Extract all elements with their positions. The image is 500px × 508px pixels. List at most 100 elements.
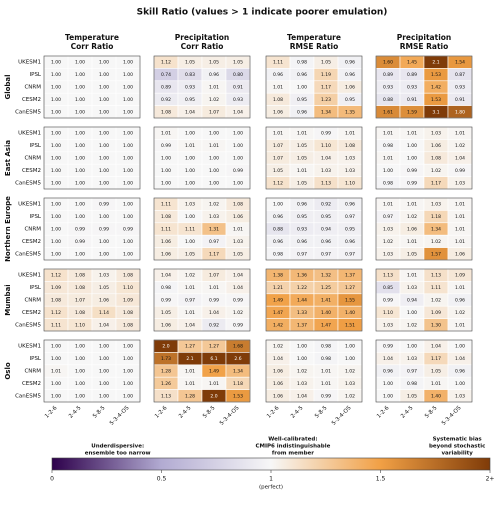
cell-label: 1.51: [345, 322, 355, 328]
cell-label: 1.00: [75, 85, 85, 91]
cell-label: 0.98: [161, 285, 171, 291]
cell-label: 0.94: [321, 227, 331, 233]
colorbar-annotation: Underdispersive:: [91, 444, 144, 450]
cell-label: 1.00: [209, 131, 219, 137]
cell-label: 1.01: [185, 381, 195, 387]
cell-label: 1.04: [273, 356, 283, 362]
cell-label: 1.00: [51, 156, 61, 162]
cell-label: 1.18: [431, 214, 441, 220]
cell-label: 1.05: [321, 60, 331, 66]
cell-label: 0.94: [407, 298, 417, 304]
panel-frame: [43, 197, 141, 261]
cell-label: 1.00: [123, 180, 133, 186]
cell-label: 1.00: [51, 143, 61, 149]
cell-label: 1.07: [75, 298, 85, 304]
colorbar-tick-label: 0: [50, 476, 54, 483]
cell-label: 0.99: [233, 168, 243, 174]
x-tick-label: 1-2-6: [44, 405, 59, 420]
cell-label: 1.07: [209, 273, 219, 279]
cell-label: 1.02: [383, 239, 393, 245]
cell-label: 0.93: [407, 85, 417, 91]
cell-label: 1.03: [345, 168, 355, 174]
cell-label: 1.05: [273, 168, 283, 174]
cell-label: 1.00: [383, 168, 393, 174]
colorbar-tick-label: 0.5: [157, 476, 167, 483]
cell-label: 1.19: [321, 72, 331, 78]
cell-label: 0.91: [407, 97, 417, 103]
cell-label: 0.95: [297, 214, 307, 220]
cell-label: 1.01: [297, 131, 307, 137]
cell-label: 0.99: [455, 168, 465, 174]
model-label: IPSL: [30, 356, 42, 362]
cell-label: 1.08: [345, 143, 355, 149]
panel-frame: [375, 126, 473, 190]
cell-label: 1.05: [407, 393, 417, 399]
cell-label: 1.08: [51, 298, 61, 304]
cell-label: 1.03: [321, 168, 331, 174]
cell-label: 1.00: [233, 156, 243, 162]
cell-label: 1.59: [407, 109, 417, 115]
cell-label: 0.95: [297, 97, 307, 103]
cell-label: 1.00: [99, 393, 109, 399]
cell-label: 1.06: [161, 251, 171, 257]
cell-label: 1.00: [75, 97, 85, 103]
cell-label: 1.00: [123, 214, 133, 220]
cell-label: 1.37: [297, 322, 307, 328]
cell-label: 1.04: [383, 356, 393, 362]
x-tick-label: 1-2-6: [154, 405, 169, 420]
cell-label: 0.80: [233, 72, 243, 78]
cell-label: 1.00: [123, 356, 133, 362]
cell-label: 0.88: [383, 97, 393, 103]
cell-label: 1.00: [123, 369, 133, 375]
cell-label: 1.01: [407, 131, 417, 137]
cell-label: 0.96: [455, 369, 465, 375]
model-label: CESM2: [22, 381, 41, 387]
cell-label: 1.34: [321, 109, 331, 115]
cell-label: 1.12: [51, 310, 61, 316]
cell-label: 0.99: [233, 298, 243, 304]
cell-label: 1.00: [51, 251, 61, 257]
cell-label: 1.03: [407, 285, 417, 291]
cell-label: 1.05: [297, 156, 307, 162]
cell-label: 1.11: [431, 285, 441, 291]
cell-label: 0.96: [273, 214, 283, 220]
cell-label: 1.02: [209, 202, 219, 208]
cell-label: 1.28: [161, 369, 171, 375]
model-label: CanESM5: [15, 180, 41, 186]
cell-label: 1.06: [99, 298, 109, 304]
cell-label: 0.99: [99, 227, 109, 233]
cell-label: 0.98: [321, 356, 331, 362]
cell-label: 1.44: [297, 298, 307, 304]
cell-label: 1.00: [51, 85, 61, 91]
cell-label: 1.03: [99, 273, 109, 279]
panel-frame: [153, 55, 251, 119]
cell-label: 1.01: [407, 202, 417, 208]
cell-label: 1.00: [75, 344, 85, 350]
cell-label: 1.00: [51, 214, 61, 220]
cell-label: 1.00: [297, 344, 307, 350]
cell-label: 1.27: [345, 285, 355, 291]
cell-label: 1.00: [209, 156, 219, 162]
cell-label: 1.02: [407, 214, 417, 220]
cell-label: 1.00: [185, 239, 195, 245]
cell-label: 0.93: [185, 85, 195, 91]
cell-label: 1.00: [99, 356, 109, 362]
cell-label: 0.92: [161, 97, 171, 103]
cell-label: 0.96: [345, 202, 355, 208]
cell-label: 1.00: [123, 381, 133, 387]
chart-title: Skill Ratio (values > 1 indicate poorer …: [137, 8, 388, 18]
cell-label: 0.74: [161, 72, 171, 78]
cell-label: 1.01: [455, 239, 465, 245]
cell-label: 0.99: [383, 298, 393, 304]
cell-label: 0.97: [345, 214, 355, 220]
cell-label: 1.34: [431, 227, 441, 233]
cell-label: 0.93: [233, 97, 243, 103]
cell-label: 1.28: [185, 393, 195, 399]
cell-label: 1.01: [185, 369, 195, 375]
cell-label: 1.31: [209, 227, 219, 233]
cell-label: 1.25: [321, 285, 331, 291]
cell-label: 1.00: [123, 251, 133, 257]
cell-label: 0.91: [233, 85, 243, 91]
cell-label: 1.17: [431, 356, 441, 362]
panel-frame: [153, 268, 251, 332]
